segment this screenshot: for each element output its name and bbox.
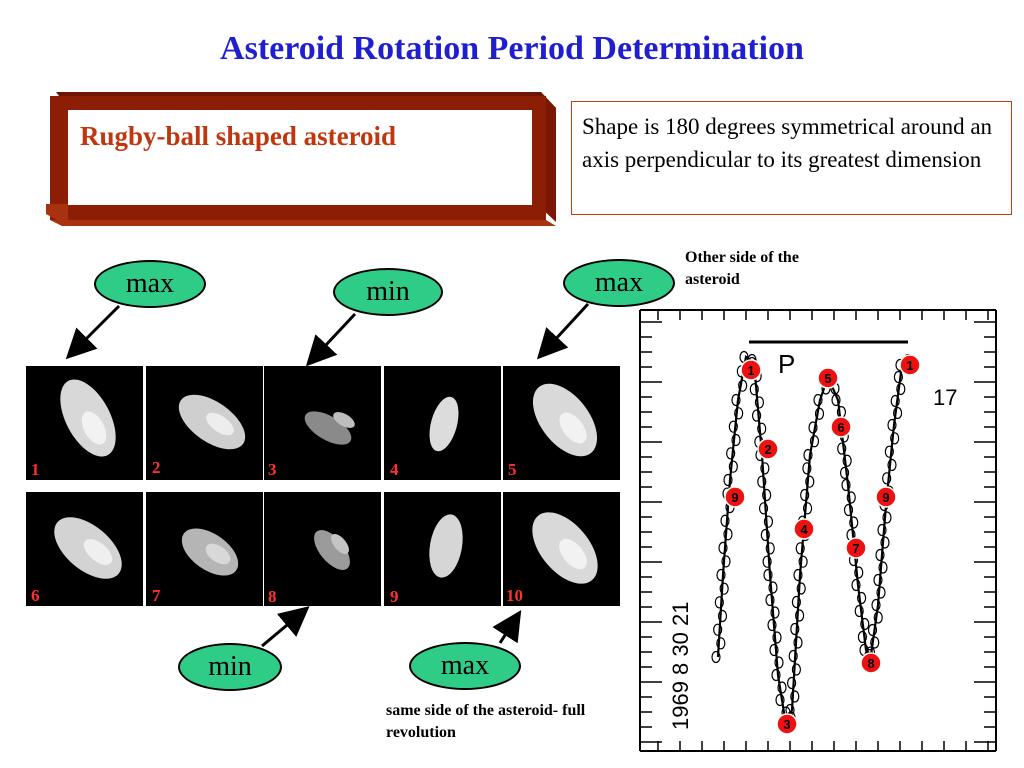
marker-6: 6 xyxy=(830,416,852,438)
frame-number: 2 xyxy=(152,458,161,477)
framed-label-text: Rugby-ball shaped asteroid xyxy=(80,121,397,151)
svg-text:1: 1 xyxy=(747,363,754,378)
asteroid-image xyxy=(60,379,116,457)
arrow-bottom-left xyxy=(261,606,310,648)
svg-text:7: 7 xyxy=(852,541,859,556)
side-number: 17 xyxy=(933,385,957,410)
svg-text:9: 9 xyxy=(882,490,889,505)
marker-8: 8 xyxy=(860,652,882,674)
arrow-top-left xyxy=(65,304,121,360)
page-title: Asteroid Rotation Period Determination xyxy=(220,30,804,67)
marker-1: 1 xyxy=(899,354,921,376)
date-label: 1969 8 30 21 xyxy=(668,602,693,730)
lightcurve-line xyxy=(716,354,911,730)
asteroid-frame-2 xyxy=(146,366,263,480)
svg-text:1: 1 xyxy=(906,358,913,373)
frame-number: 4 xyxy=(390,460,399,479)
frame-number: 7 xyxy=(152,586,161,605)
svg-text:5: 5 xyxy=(824,371,831,386)
svg-text:9: 9 xyxy=(731,490,738,505)
arrow-bottom-right xyxy=(492,609,522,644)
note-other-side: Other side of the asteroid xyxy=(685,249,799,288)
asteroid-frame-9 xyxy=(384,492,501,606)
frame-number: 6 xyxy=(31,586,40,605)
marker-4: 4 xyxy=(793,518,815,540)
asteroid-image xyxy=(314,530,350,570)
asteroid-frame-5 xyxy=(503,366,620,480)
asteroid-image xyxy=(429,514,463,578)
bubble-max-bottom-right: max xyxy=(409,642,521,690)
asteroid-image xyxy=(181,528,239,576)
bubble-min-bottom-left: min xyxy=(178,643,282,691)
framed-label-box xyxy=(46,92,556,226)
frame-number: 1 xyxy=(31,460,40,479)
svg-text:6: 6 xyxy=(837,420,844,435)
asteroid-image xyxy=(178,394,246,450)
marker-9: 9 xyxy=(875,486,897,508)
svg-text:2: 2 xyxy=(764,442,771,457)
marker-9: 9 xyxy=(724,486,746,508)
asteroid-frame-8 xyxy=(264,492,381,606)
asteroid-frame-3 xyxy=(264,366,381,480)
asteroid-frame-4 xyxy=(384,366,501,480)
bubble-max-top-right: max xyxy=(563,259,675,307)
asteroid-image xyxy=(54,517,122,579)
frame-number: 5 xyxy=(508,460,517,479)
description-text: Shape is 180 degrees symmetrical around … xyxy=(582,114,993,172)
marker-3: 3 xyxy=(776,713,798,735)
plot-frame xyxy=(639,309,997,752)
asteroid-image xyxy=(532,383,598,457)
bubble-min-top-middle: min xyxy=(333,268,443,316)
asteroid-image xyxy=(532,512,598,584)
asteroid-frame-10 xyxy=(503,492,620,606)
frame-number: 3 xyxy=(268,460,277,479)
marker-5: 5 xyxy=(817,367,839,389)
asteroid-image xyxy=(304,411,355,445)
lightcurve-points xyxy=(711,350,913,732)
svg-text:8: 8 xyxy=(867,656,874,671)
svg-text:4: 4 xyxy=(800,522,808,537)
arrow-top-middle xyxy=(305,312,357,367)
marker-1: 1 xyxy=(740,359,762,381)
arrow-top-right xyxy=(536,302,590,360)
svg-text:3: 3 xyxy=(783,717,790,732)
marker-7: 7 xyxy=(845,537,867,559)
description-box: Shape is 180 degrees symmetrical around … xyxy=(571,101,1012,215)
frame-number: 8 xyxy=(268,587,277,606)
asteroid-frame-7 xyxy=(146,492,263,606)
note-same-side: same side of the asteroid- full revoluti… xyxy=(386,702,586,741)
asteroid-frame-1 xyxy=(26,366,143,480)
period-label: P xyxy=(778,349,795,379)
frame-border-graphic xyxy=(46,92,556,226)
frame-number: 9 xyxy=(390,587,399,606)
marker-2: 2 xyxy=(757,438,779,460)
bubble-max-top-left: max xyxy=(94,260,206,308)
asteroid-image xyxy=(429,396,459,452)
lightcurve-markers: 1 2 3 4 5 6 7 8 9 9 1 xyxy=(724,354,921,735)
frame-number: 10 xyxy=(506,586,523,605)
asteroid-frame-6 xyxy=(26,492,143,606)
